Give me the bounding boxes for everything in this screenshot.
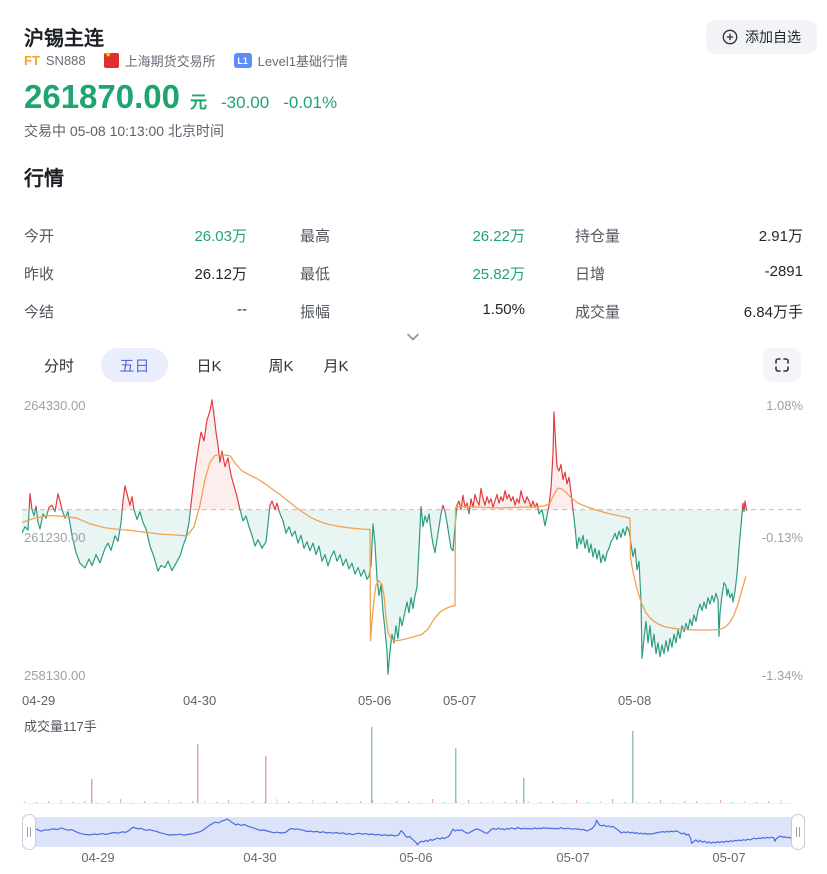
fullscreen-button[interactable] — [763, 348, 801, 382]
navigator-date-4: 05-07 — [556, 850, 590, 865]
price-unit: 元 — [190, 93, 207, 112]
stat-prev-close: 昨收 26.12万 — [24, 266, 247, 283]
stat-today-settle: 今结 -- — [24, 301, 247, 321]
tab-monthly-k[interactable]: 月K — [323, 357, 349, 375]
collapse-stats-button[interactable] — [405, 331, 421, 343]
tab-minute[interactable]: 分时 — [43, 357, 74, 375]
stat-high: 最高 26.22万 — [300, 228, 525, 245]
add-watchlist-label: 添加自选 — [745, 29, 801, 45]
timeframe-tab-bar: 分时 五日 日K 周K 月K — [0, 348, 827, 382]
five-day-price-chart[interactable] — [22, 395, 805, 685]
chevron-down-icon — [407, 333, 419, 341]
fullscreen-icon — [775, 358, 789, 372]
stat-amplitude: 振幅 1.50% — [300, 301, 525, 321]
quote-section-title: 行情 — [24, 168, 64, 190]
price-change-pct: -0.01% — [283, 93, 338, 112]
price-row: 261870.00 元 -30.00 -0.01% — [24, 78, 337, 116]
l1-badge-icon: L1 — [233, 53, 252, 68]
x-axis-label-4: 05-07 — [443, 693, 477, 708]
tab-weekly-k[interactable]: 周K — [268, 357, 294, 375]
tab-daily-k[interactable]: 日K — [196, 357, 222, 375]
navigator-left-handle[interactable] — [22, 814, 36, 850]
symbol-prefix-badge: FT — [24, 53, 40, 68]
page-title: 沪锡主连 — [24, 28, 104, 50]
add-watchlist-button[interactable]: 添加自选 — [706, 20, 817, 54]
tab-five-day[interactable]: 五日 — [101, 348, 168, 382]
navigator-date-2: 04-30 — [243, 850, 277, 865]
quote-level-label: Level1基础行情 — [257, 54, 348, 69]
last-price: 261870.00 — [24, 78, 180, 115]
plus-circle-icon — [722, 29, 738, 45]
stat-low: 最低 25.82万 — [300, 266, 525, 283]
navigator-date-1: 04-29 — [81, 850, 115, 865]
navigator-date-3: 05-06 — [399, 850, 433, 865]
x-axis-label-5: 05-08 — [618, 693, 652, 708]
volume-chart[interactable] — [22, 727, 805, 807]
stat-volume: 成交量 6.84万手 — [575, 304, 803, 321]
navigator-date-5: 05-07 — [712, 850, 746, 865]
stat-open-interest: 持仓量 2.91万 — [575, 228, 803, 245]
pct-axis-label-bottom: -1.34% — [761, 668, 803, 683]
exchange-name: 上海期货交易所 — [124, 54, 216, 69]
y-axis-label-mid: 261230.00 — [24, 530, 86, 545]
market-status-line: 交易中 05-08 10:13:00 北京时间 — [24, 123, 224, 139]
pct-axis-label-mid: -0.13% — [761, 530, 803, 545]
y-axis-label-top: 264330.00 — [24, 398, 86, 413]
y-axis-label-bottom: 258130.00 — [24, 668, 86, 683]
china-flag-icon: ★ — [103, 50, 119, 68]
symbol-code: SN888 — [45, 53, 86, 68]
stat-day-increase: 日增 -2891 — [575, 263, 803, 283]
range-navigator[interactable] — [21, 817, 806, 847]
navigator-right-handle[interactable] — [791, 814, 805, 850]
stat-today-open: 今开 26.03万 — [24, 228, 247, 245]
x-axis-label-1: 04-29 — [22, 693, 56, 708]
navigator-line-chart — [21, 818, 806, 846]
price-change: -30.00 — [221, 93, 270, 112]
symbol-badge-row: FT SN888 ★ 上海期货交易所 L1 Level1基础行情 — [24, 50, 348, 70]
volume-label: 成交量117手 — [24, 719, 97, 734]
pct-axis-label-top: 1.08% — [766, 398, 803, 413]
x-axis-label-2: 04-30 — [183, 693, 217, 708]
x-axis-label-3: 05-06 — [358, 693, 392, 708]
